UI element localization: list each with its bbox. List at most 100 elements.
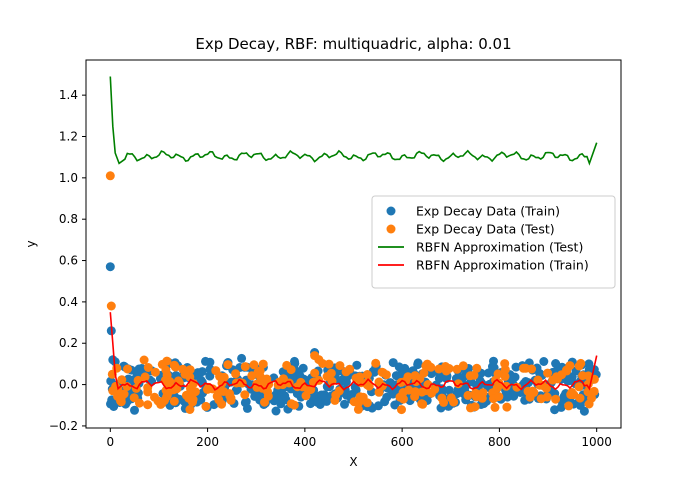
data-point (454, 372, 464, 382)
x-tick-label: 800 (488, 435, 511, 449)
data-point (503, 392, 512, 402)
data-point (562, 366, 572, 376)
data-point (551, 359, 561, 368)
data-point (458, 361, 468, 371)
y-tick-label: 1.0 (59, 171, 78, 185)
series-test-points (105, 171, 599, 415)
data-point (324, 359, 334, 369)
y-tick-label: −0.2 (49, 419, 78, 433)
data-point (223, 360, 233, 370)
data-point (371, 358, 381, 368)
y-tick-label: 0.2 (59, 336, 78, 350)
data-point (129, 393, 139, 403)
data-point (197, 367, 207, 377)
y-tick-label: 0.4 (59, 295, 78, 309)
legend-entry: RBFN Approximation (Test) (378, 240, 583, 255)
data-point (117, 375, 127, 385)
x-tick-label: 0 (106, 435, 114, 449)
legend-marker (386, 206, 396, 216)
data-point (188, 395, 198, 404)
x-tick-label: 600 (391, 435, 414, 449)
data-point (295, 371, 305, 380)
data-point (543, 368, 553, 378)
data-point (463, 390, 473, 400)
data-point (510, 372, 520, 382)
legend-label: Exp Decay Data (Test) (416, 222, 555, 237)
data-point (290, 356, 299, 366)
data-point (150, 392, 159, 402)
data-point (394, 362, 404, 372)
data-point (205, 371, 215, 381)
data-point (364, 381, 374, 391)
data-point (444, 364, 454, 373)
data-point (140, 372, 150, 382)
data-point (143, 363, 153, 372)
data-point (310, 351, 320, 361)
data-point (483, 368, 493, 378)
data-point (337, 375, 347, 385)
legend-entry: Exp Decay Data (Train) (386, 204, 560, 219)
y-tick-label: 1.2 (59, 129, 78, 143)
data-point (162, 356, 172, 366)
data-point (231, 369, 241, 379)
data-point (381, 370, 391, 380)
y-tick-label: 0.8 (59, 212, 78, 226)
data-point (106, 301, 116, 311)
data-point (313, 397, 323, 407)
data-point (574, 382, 584, 392)
data-point (502, 402, 512, 412)
x-tick-label: 400 (293, 435, 316, 449)
data-point (564, 401, 574, 411)
legend-label: RBFN Approximation (Test) (416, 240, 583, 255)
data-point (575, 393, 585, 403)
data-point (317, 390, 327, 400)
data-point (150, 367, 160, 377)
data-point (105, 262, 115, 272)
data-point (583, 371, 593, 381)
data-point (331, 390, 341, 400)
y-tick-label: 1.4 (59, 88, 78, 102)
plot-data (105, 76, 601, 416)
data-point (180, 369, 190, 379)
data-point (208, 384, 218, 394)
data-point (575, 400, 585, 410)
data-point (108, 386, 118, 396)
x-tick-label: 200 (196, 435, 219, 449)
data-point (490, 402, 500, 412)
data-point (119, 389, 129, 399)
legend-entry: RBFN Approximation (Train) (378, 258, 589, 273)
data-point (249, 360, 259, 370)
data-point (500, 371, 510, 381)
data-point (286, 365, 296, 375)
data-point (550, 405, 560, 415)
data-point (247, 371, 257, 381)
x-tick-label: 1000 (581, 435, 612, 449)
data-point (426, 362, 436, 372)
data-point (240, 390, 250, 400)
y-tick-label: 0.6 (59, 254, 78, 268)
data-point (139, 355, 149, 365)
data-point (326, 368, 336, 378)
data-point (548, 375, 558, 385)
data-point (201, 401, 211, 411)
data-point (169, 396, 179, 406)
data-point (196, 375, 206, 385)
data-point (519, 363, 528, 373)
data-point (260, 397, 269, 407)
data-point (471, 392, 481, 402)
data-point (410, 387, 420, 397)
data-point (533, 375, 543, 385)
data-point (298, 382, 308, 392)
data-point (201, 356, 210, 366)
data-point (262, 374, 272, 384)
data-point (340, 399, 349, 409)
data-point (500, 359, 510, 369)
data-point (373, 401, 383, 411)
plot-frame (85, 59, 622, 429)
legend-entry: Exp Decay Data (Test) (386, 222, 555, 237)
data-point (165, 377, 175, 386)
data-point (143, 400, 153, 410)
axes: 0 200 400 600 800 1000 −0.2 0.0 0.2 0.4 0.6 0.8 1.0 1… (49, 88, 612, 449)
data-point (539, 357, 549, 366)
data-point (395, 392, 405, 402)
